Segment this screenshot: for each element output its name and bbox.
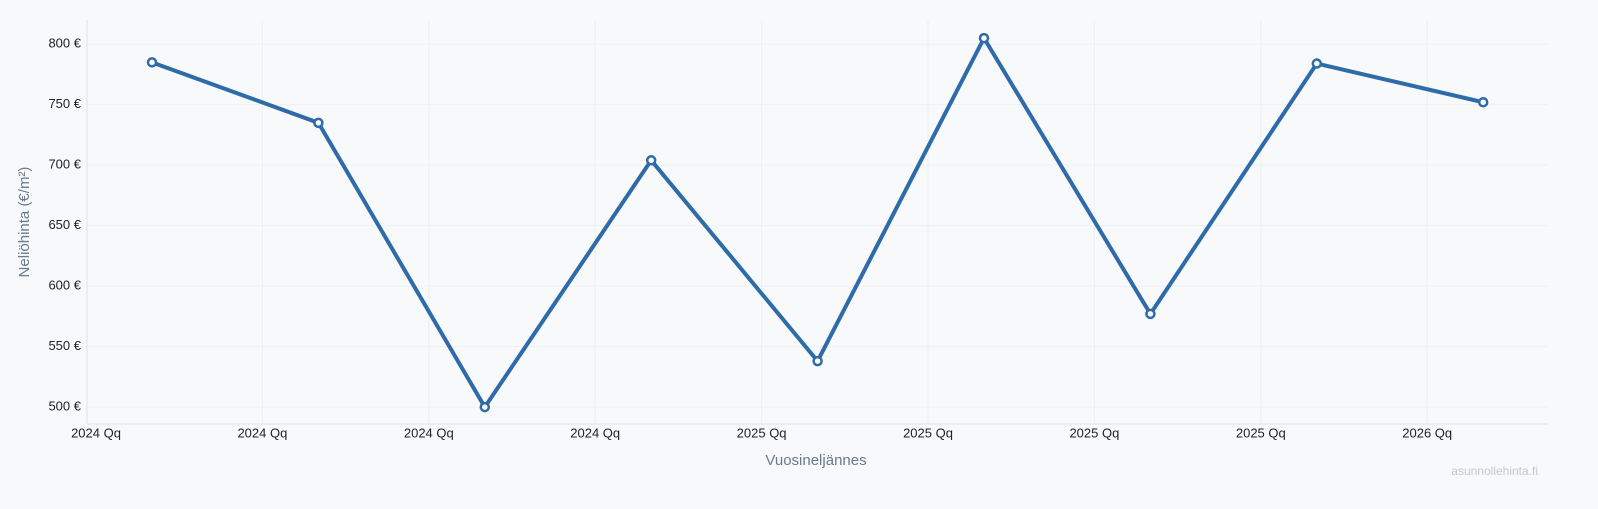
x-tick-label: 2024 Qq <box>404 425 454 440</box>
y-axis-title: Neliöhinta (€/m²) <box>16 167 33 278</box>
y-tick-label: 800 € <box>48 36 81 51</box>
x-tick-label: 2025 Qq <box>903 425 953 440</box>
x-tick-label: 2024 Qq <box>570 425 620 440</box>
x-tick-label: 2025 Qq <box>1236 425 1286 440</box>
x-tick-label: 2025 Qq <box>1069 425 1119 440</box>
y-tick-label: 750 € <box>48 96 81 111</box>
y-tick-label: 600 € <box>48 278 81 293</box>
x-axis-title: Vuosineljännes <box>765 452 866 469</box>
point <box>978 32 990 44</box>
point <box>146 57 158 68</box>
point <box>479 401 491 413</box>
point <box>1311 58 1323 69</box>
x-tick-label: 2026 Qq <box>1402 425 1452 440</box>
watermark: asunnollehinta.fi <box>1451 464 1538 478</box>
y-tick-label: 650 € <box>48 217 81 232</box>
y-tick-label: 500 € <box>48 399 81 414</box>
point <box>313 117 324 129</box>
point <box>645 155 657 166</box>
x-tick-label: 2025 Qq <box>737 425 787 440</box>
line <box>151 36 1484 410</box>
point <box>812 355 823 367</box>
y-tick-label: 700 € <box>48 157 81 172</box>
point <box>1145 308 1156 320</box>
x-tick-label: 2024 Qq <box>71 425 121 440</box>
x-tick-label: 2024 Qq <box>237 425 287 440</box>
point <box>1477 97 1489 108</box>
y-tick-label: 550 € <box>48 338 81 353</box>
